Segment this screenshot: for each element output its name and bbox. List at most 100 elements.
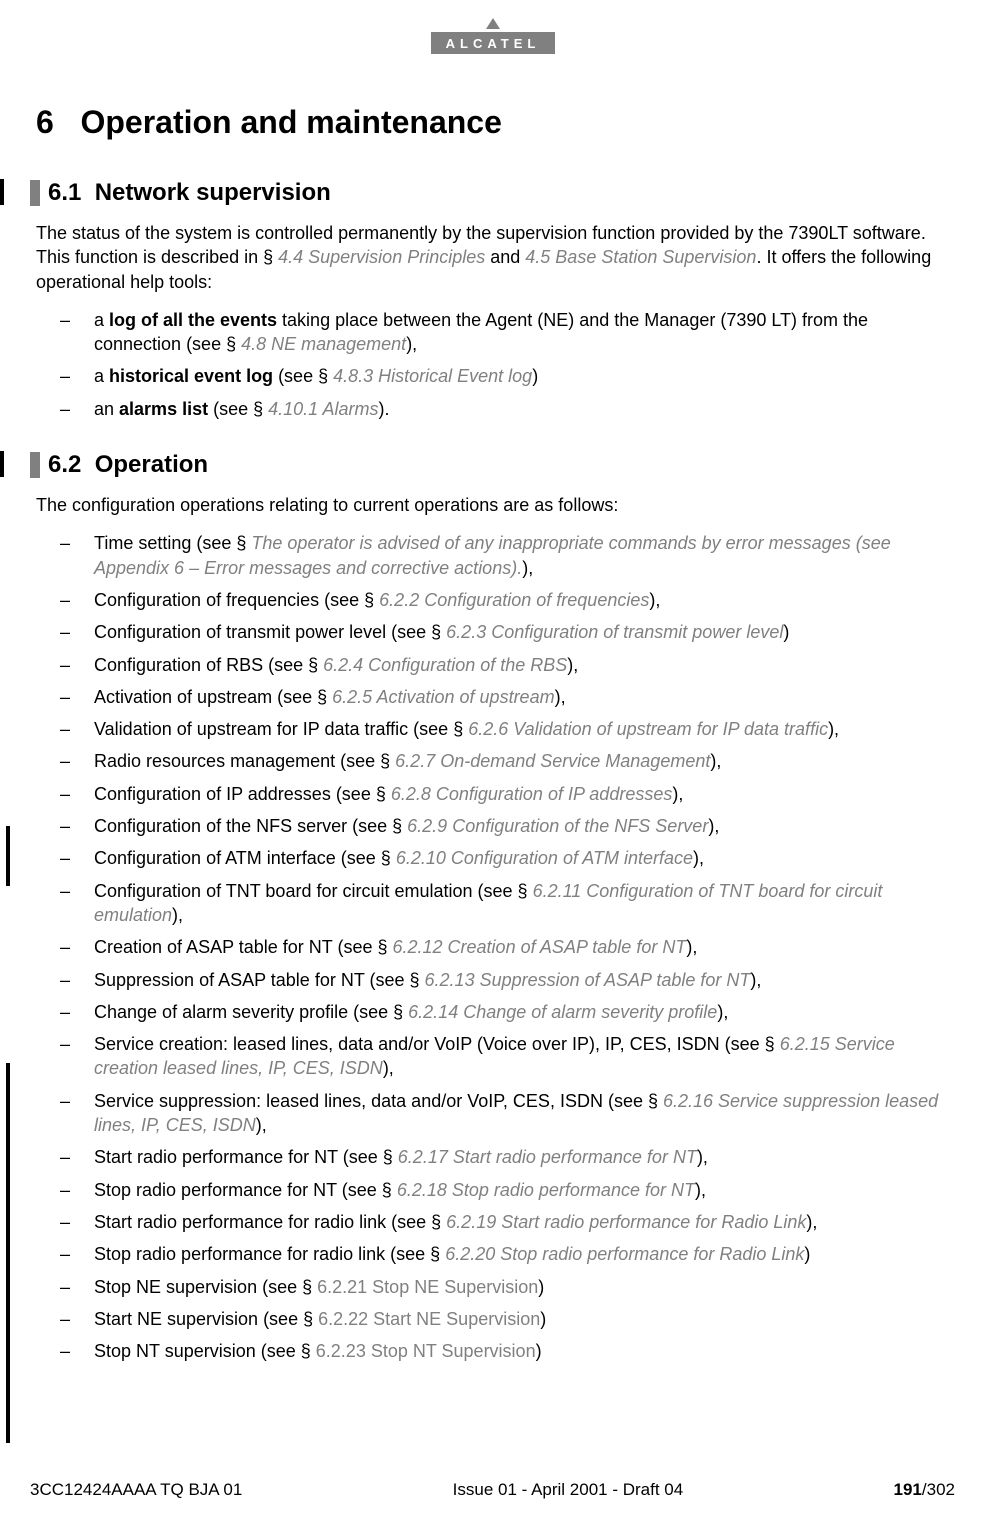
xref-link[interactable]: 4.5 Base Station Supervision (525, 247, 756, 267)
text: Start NE supervision (see § (94, 1309, 318, 1329)
bold-text: alarms list (119, 399, 208, 419)
xref-link[interactable]: 6.2.8 Configuration of IP addresses (391, 784, 673, 804)
xref-link[interactable]: 6.2.5 Activation of upstream (332, 687, 554, 707)
chapter-number: 6 (36, 104, 54, 140)
list-item-content: Activation of upstream (see § 6.2.5 Acti… (94, 685, 955, 709)
list-item: –Start NE supervision (see § 6.2.22 Star… (36, 1307, 955, 1331)
section-bar-icon (30, 180, 40, 206)
list-item-content: Configuration of RBS (see § 6.2.4 Config… (94, 653, 955, 677)
text: ), (383, 1058, 394, 1078)
bullet-dash: – (36, 1307, 94, 1331)
chapter-title: 6 Operation and maintenance (36, 104, 955, 141)
xref-link[interactable]: 6.2.22 Start NE Supervision (318, 1309, 540, 1329)
text: ), (172, 905, 183, 925)
bullet-dash: – (36, 1145, 94, 1169)
bullet-dash: – (36, 308, 94, 357)
text: ) (532, 366, 538, 386)
text: ), (406, 334, 417, 354)
text: ) (804, 1244, 810, 1264)
text: Stop NT supervision (see § (94, 1341, 316, 1361)
bullet-dash: – (36, 968, 94, 992)
change-bar (6, 826, 10, 886)
xref-link[interactable]: 4.10.1 Alarms (268, 399, 378, 419)
bullet-dash: – (36, 653, 94, 677)
xref-link[interactable]: 6.2.21 Stop NE Supervision (317, 1277, 538, 1297)
change-bar (0, 179, 4, 205)
change-bar (0, 451, 4, 477)
section-heading: 6.2 Operation (30, 451, 955, 479)
text: ), (555, 687, 566, 707)
change-bar (6, 1063, 10, 1443)
page-number: 191 (894, 1480, 922, 1499)
text: ), (697, 1147, 708, 1167)
text: ), (708, 816, 719, 836)
xref-link[interactable]: 6.2.10 Configuration of ATM interface (396, 848, 693, 868)
section-6-2-number: 6.2 (48, 451, 81, 478)
list-item: –Configuration of ATM interface (see § 6… (36, 846, 955, 870)
bullet-dash: – (36, 397, 94, 421)
brand-logo: ALCATEL (30, 18, 955, 59)
text: and (485, 247, 525, 267)
list-item: –Change of alarm severity profile (see §… (36, 1000, 955, 1024)
text: Configuration of the NFS server (see § (94, 816, 407, 836)
text: ) (783, 622, 789, 642)
list-item: –Stop NT supervision (see § 6.2.23 Stop … (36, 1339, 955, 1363)
text: ), (686, 937, 697, 957)
list-item-content: Stop NT supervision (see § 6.2.23 Stop N… (94, 1339, 955, 1363)
text: Suppression of ASAP table for NT (see § (94, 970, 425, 990)
section-6-2-list: –Time setting (see § The operator is adv… (36, 531, 955, 1363)
list-item: –Radio resources management (see § 6.2.7… (36, 749, 955, 773)
section-6-2-title: Operation (95, 451, 208, 478)
text: Configuration of frequencies (see § (94, 590, 379, 610)
text: ), (672, 784, 683, 804)
text: a (94, 310, 109, 330)
text: ), (522, 558, 533, 578)
text: Start radio performance for radio link (… (94, 1212, 446, 1232)
text: Configuration of RBS (see § (94, 655, 323, 675)
section-6-1: 6.1 Network supervision The status of th… (30, 179, 955, 421)
xref-link[interactable]: 6.2.6 Validation of upstream for IP data… (468, 719, 828, 739)
bullet-dash: – (36, 1089, 94, 1138)
section-heading: 6.1 Network supervision (30, 179, 955, 207)
xref-link[interactable]: 6.2.13 Suppression of ASAP table for NT (425, 970, 751, 990)
bullet-dash: – (36, 1275, 94, 1299)
footer-page: 191/302 (894, 1480, 955, 1500)
list-item: – an alarms list (see § 4.10.1 Alarms). (36, 397, 955, 421)
text: Stop radio performance for radio link (s… (94, 1244, 445, 1264)
xref-link[interactable]: 6.2.17 Start radio performance for NT (398, 1147, 697, 1167)
xref-link[interactable]: 6.2.4 Configuration of the RBS (323, 655, 567, 675)
list-item: –Stop radio performance for NT (see § 6.… (36, 1178, 955, 1202)
xref-link[interactable]: 6.2.18 Stop radio performance for NT (397, 1180, 695, 1200)
bullet-dash: – (36, 620, 94, 644)
list-item: – a log of all the events taking place b… (36, 308, 955, 357)
xref-link[interactable]: 6.2.14 Change of alarm severity profile (408, 1002, 717, 1022)
list-item-content: Time setting (see § The operator is advi… (94, 531, 955, 580)
list-item: –Creation of ASAP table for NT (see § 6.… (36, 935, 955, 959)
list-item: –Start radio performance for radio link … (36, 1210, 955, 1234)
xref-link[interactable]: 6.2.2 Configuration of frequencies (379, 590, 649, 610)
xref-link[interactable]: 4.8 NE management (241, 334, 406, 354)
xref-link[interactable]: 6.2.9 Configuration of the NFS Server (407, 816, 708, 836)
xref-link[interactable]: 6.2.20 Stop radio performance for Radio … (445, 1244, 804, 1264)
xref-link[interactable]: 6.2.19 Start radio performance for Radio… (446, 1212, 806, 1232)
list-item-content: Configuration of ATM interface (see § 6.… (94, 846, 955, 870)
bullet-dash: – (36, 1242, 94, 1266)
xref-link[interactable]: 6.2.12 Creation of ASAP table for NT (393, 937, 687, 957)
xref-link[interactable]: 4.8.3 Historical Event log (333, 366, 532, 386)
xref-link[interactable]: 6.2.23 Stop NT Supervision (316, 1341, 536, 1361)
text: ), (695, 1180, 706, 1200)
text: Configuration of TNT board for circuit e… (94, 881, 533, 901)
xref-link[interactable]: 6.2.3 Configuration of transmit power le… (446, 622, 783, 642)
bullet-dash: – (36, 685, 94, 709)
xref-link[interactable]: 6.2.7 On-demand Service Management (395, 751, 710, 771)
list-item-content: Creation of ASAP table for NT (see § 6.2… (94, 935, 955, 959)
list-item-content: Stop NE supervision (see § 6.2.21 Stop N… (94, 1275, 955, 1299)
text: Configuration of ATM interface (see § (94, 848, 396, 868)
footer-issue: Issue 01 - April 2001 - Draft 04 (453, 1480, 684, 1500)
bullet-dash: – (36, 588, 94, 612)
xref-link[interactable]: 4.4 Supervision Principles (278, 247, 485, 267)
text: Creation of ASAP table for NT (see § (94, 937, 393, 957)
bullet-dash: – (36, 717, 94, 741)
text: ), (828, 719, 839, 739)
bold-text: log of all the events (109, 310, 277, 330)
